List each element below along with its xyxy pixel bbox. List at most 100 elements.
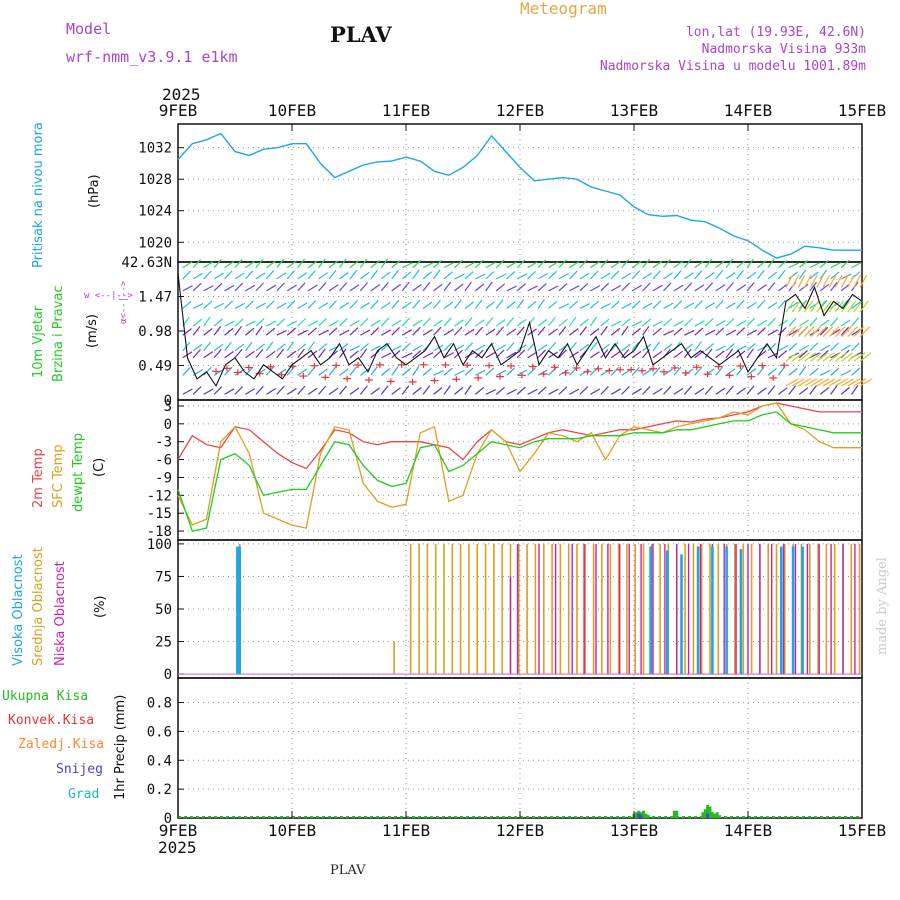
wind-arrow bbox=[715, 284, 726, 292]
wind-arrow bbox=[725, 272, 736, 280]
mid-cloud-bar bbox=[750, 543, 753, 675]
wind-arrow bbox=[307, 260, 318, 269]
mid-cloud-bar bbox=[567, 543, 570, 675]
altitude-label: Nadmorska Visina 933m bbox=[702, 42, 867, 57]
wind-arrow bbox=[810, 300, 820, 313]
wind-arrow bbox=[475, 319, 485, 327]
precip-ylabel: 1hr Precip (mm) bbox=[113, 695, 128, 800]
temp-ytick-label: 3 bbox=[164, 399, 172, 415]
high-cloud-bar bbox=[238, 546, 241, 675]
wind-arrow bbox=[516, 299, 525, 309]
wind-arrow bbox=[203, 270, 212, 280]
credit-text: made by Angel bbox=[875, 557, 890, 655]
wind-arrow bbox=[245, 320, 256, 327]
year-bottom: 2025 bbox=[158, 838, 197, 857]
wind-arrow bbox=[349, 327, 359, 336]
wind-arrow bbox=[548, 328, 558, 336]
wind-arrow bbox=[359, 385, 368, 395]
wind-arrow bbox=[349, 345, 361, 352]
wind-arrow bbox=[192, 318, 203, 327]
wind-arrow bbox=[370, 299, 379, 309]
wind-arrow bbox=[370, 260, 380, 269]
wind-arrow bbox=[746, 271, 757, 280]
precip-label-frz: Zaledj.Kisa bbox=[18, 737, 104, 752]
wind-arrow bbox=[621, 343, 631, 352]
wind-arrow bbox=[454, 259, 464, 269]
wind-arrow bbox=[725, 348, 734, 359]
mid-cloud-bar bbox=[700, 543, 703, 675]
bottom-xtick-label: 14FEB bbox=[724, 821, 772, 840]
wind-arrow bbox=[663, 282, 672, 292]
mid-cloud-bar bbox=[734, 543, 736, 675]
wind-arrow bbox=[785, 274, 794, 288]
mid-cloud-bar bbox=[443, 543, 445, 675]
wind-arrow bbox=[485, 261, 496, 269]
wind-arrow bbox=[380, 368, 391, 376]
wind-arrow bbox=[569, 300, 579, 309]
wind-arrow bbox=[475, 369, 486, 376]
wind-arrow bbox=[798, 378, 811, 387]
wind-arrow bbox=[819, 387, 830, 395]
wind-arrow bbox=[725, 282, 734, 292]
high-cloud-bar bbox=[711, 546, 714, 675]
wind-arrow bbox=[192, 343, 203, 352]
wind-arrow bbox=[757, 319, 768, 327]
wind-arrow bbox=[610, 270, 620, 280]
high-cloud-bar bbox=[696, 546, 700, 675]
wind-arrow bbox=[286, 300, 296, 309]
wind-arrow bbox=[590, 388, 601, 395]
cloud-ytick-label: 100 bbox=[147, 537, 172, 553]
wind-arrow bbox=[859, 378, 873, 387]
wind-arrow bbox=[537, 299, 545, 309]
wind-arrow bbox=[537, 386, 547, 395]
mid-cloud-bar bbox=[592, 543, 595, 675]
wind-arrow bbox=[715, 320, 726, 327]
wind-arrow bbox=[859, 300, 869, 313]
wind-arrow bbox=[788, 271, 798, 280]
wind-arrow bbox=[725, 343, 735, 352]
snow-bar bbox=[706, 813, 710, 818]
wind-arrow bbox=[853, 300, 863, 313]
wind-arrow bbox=[276, 318, 286, 327]
wind-arrow bbox=[847, 352, 860, 362]
wind-arrow bbox=[797, 300, 808, 313]
wind-arrow bbox=[255, 282, 265, 292]
low-cloud-bar bbox=[759, 543, 761, 675]
wind-arrow bbox=[412, 344, 423, 352]
wind-arrow bbox=[464, 367, 474, 376]
wind-arrow bbox=[746, 368, 757, 376]
wind-arrow bbox=[642, 368, 653, 376]
wind-arrow bbox=[286, 350, 297, 359]
wind-arrow bbox=[422, 301, 433, 309]
wind-arrow bbox=[224, 341, 232, 352]
wind-arrow bbox=[767, 317, 776, 327]
wind-arrow bbox=[851, 367, 861, 376]
total-precip-bar bbox=[718, 815, 721, 818]
wind-arrow bbox=[822, 274, 831, 288]
wind-arrow bbox=[840, 344, 851, 352]
top-xtick-label: 12FEB bbox=[496, 101, 544, 120]
wind-arrow bbox=[516, 386, 526, 395]
mid-cloud-bar bbox=[468, 543, 470, 675]
mid-cloud-bar bbox=[617, 543, 620, 675]
wind-arrow bbox=[568, 367, 578, 376]
wind-arrow bbox=[652, 366, 661, 376]
wind-arrow bbox=[307, 327, 317, 336]
snow-bar bbox=[639, 815, 643, 818]
wind-arrow bbox=[255, 318, 265, 327]
wind-arrow bbox=[853, 274, 862, 288]
high-cloud-bar bbox=[780, 546, 783, 675]
wind-arrow bbox=[725, 385, 734, 395]
wind-arrow bbox=[767, 258, 775, 268]
low-cloud-bar bbox=[516, 543, 519, 675]
wind-arrow bbox=[715, 260, 725, 269]
wind-arrow bbox=[819, 326, 829, 336]
wind-arrow bbox=[349, 299, 358, 309]
wind-arrow bbox=[255, 343, 265, 352]
wind-arrow bbox=[412, 283, 422, 292]
wind-arrow bbox=[684, 329, 695, 336]
wind-arrow bbox=[360, 368, 370, 376]
wind-arrow bbox=[391, 387, 401, 395]
wind-arrow bbox=[853, 352, 866, 362]
pressure-ytick-label: 1032 bbox=[138, 141, 172, 157]
